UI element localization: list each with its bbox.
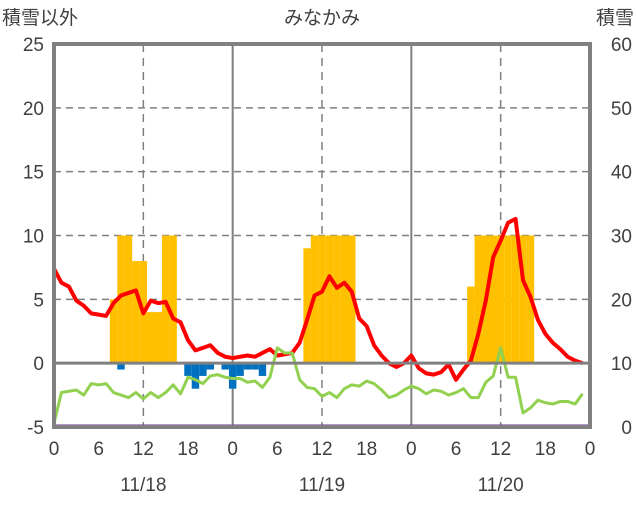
right-axis-label: 積雪	[596, 7, 634, 29]
left-tick-label: 10	[23, 227, 44, 248]
x-tick-label: 18	[535, 439, 556, 460]
left-tick-label: 25	[23, 35, 44, 56]
date-label: 11/20	[478, 475, 524, 496]
orange-bar	[154, 312, 162, 364]
orange-bar	[340, 235, 349, 364]
x-tick-label: 12	[133, 439, 154, 460]
red-line	[52, 216, 584, 382]
blue-bar	[199, 363, 207, 376]
blue-bar	[221, 363, 229, 370]
orange-bar	[519, 235, 527, 364]
left-tick-label: 0	[33, 354, 44, 375]
orange-bar	[117, 235, 125, 364]
plot-frame	[52, 42, 592, 429]
blue-bar	[258, 363, 267, 376]
blue-bar	[206, 363, 215, 370]
right-tick-label: 20	[611, 290, 632, 311]
orange-bar	[169, 235, 177, 364]
x-tick-label: 6	[272, 439, 283, 460]
orange-bar	[124, 235, 133, 364]
right-tick-label: 50	[611, 99, 632, 120]
orange-bar	[489, 235, 497, 364]
orange-bar	[333, 235, 341, 364]
x-tick-label: 12	[490, 439, 511, 460]
left-tick-label: 15	[23, 163, 44, 184]
orange-bar	[511, 235, 520, 364]
right-tick-label: 40	[611, 163, 632, 184]
orange-bar	[303, 248, 311, 364]
left-tick-label: 5	[33, 290, 44, 311]
blue-bar	[228, 363, 237, 389]
blue-bar	[251, 363, 259, 370]
x-tick-label: 0	[227, 439, 238, 460]
orange-bar	[504, 235, 512, 364]
orange-bar	[325, 235, 334, 364]
right-tick-label: 60	[611, 35, 632, 56]
x-tick-label: 6	[93, 439, 104, 460]
left-axis-label: 積雪以外	[2, 7, 78, 29]
x-tick-label: 12	[311, 439, 332, 460]
left-tick-label: -5	[27, 418, 44, 439]
date-label: 11/19	[299, 475, 345, 496]
orange-bar	[467, 286, 475, 364]
x-tick-label: 18	[177, 439, 198, 460]
x-tick-label: 0	[406, 439, 417, 460]
orange-bar	[318, 235, 326, 364]
orange-bar	[496, 235, 505, 364]
green-line	[52, 346, 584, 424]
right-tick-label: 10	[611, 354, 632, 375]
blue-bar	[243, 363, 252, 370]
x-tick-label: 0	[49, 439, 60, 460]
x-tick-label: 0	[585, 439, 596, 460]
left-tick-label: 20	[23, 99, 44, 120]
blue-bar	[236, 363, 244, 376]
right-tick-label: 0	[621, 418, 632, 439]
orange-bar	[109, 299, 118, 364]
orange-bar	[474, 235, 483, 364]
blue-bar	[117, 363, 125, 370]
x-tick-label: 6	[451, 439, 462, 460]
orange-bar	[348, 235, 356, 364]
date-label: 11/18	[120, 475, 166, 496]
blue-bar	[184, 363, 192, 376]
right-tick-label: 30	[611, 227, 632, 248]
orange-bar	[132, 261, 140, 364]
x-tick-label: 18	[356, 439, 377, 460]
orange-bar	[161, 235, 170, 364]
chart-title: みなかみ	[284, 8, 360, 29]
orange-bar	[147, 312, 155, 364]
blue-bar	[191, 363, 200, 389]
